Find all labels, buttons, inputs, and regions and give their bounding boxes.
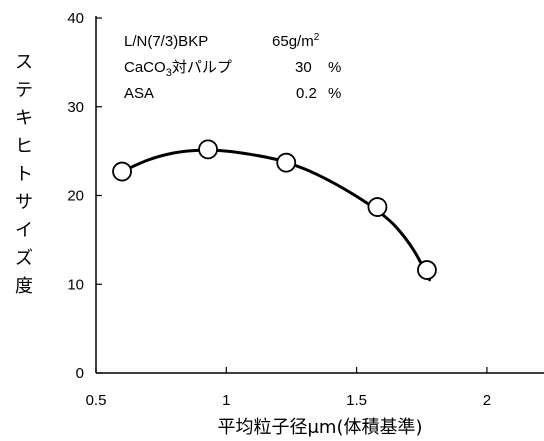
x-tick-label: 1 xyxy=(222,392,230,409)
y-tick-label: 20 xyxy=(67,188,84,205)
y-tick-label: 10 xyxy=(67,276,84,293)
y-axis-title-char: テ xyxy=(15,80,33,101)
y-ticks: 0 10 20 30 40 xyxy=(67,10,102,382)
legend-line-3: ASA 0.2 % xyxy=(124,85,341,102)
x-tick-label: 0.5 xyxy=(86,392,107,409)
y-axis-title-char: ズ xyxy=(15,248,33,269)
data-point xyxy=(417,260,437,280)
y-axis-title-char: キ xyxy=(15,108,33,129)
y-axis-title-char: ト xyxy=(15,164,33,185)
y-axis-title-char: 度 xyxy=(15,276,33,297)
legend-line-1: L/N(7/3)BKP 65g/m2 xyxy=(124,32,320,50)
legend: L/N(7/3)BKP 65g/m2 CaCO3対パルプ 30 % ASA 0.… xyxy=(124,32,341,102)
y-tick-label: 0 xyxy=(76,365,84,382)
data-point xyxy=(276,152,297,173)
y-axis-title-char: ヒ xyxy=(15,136,33,157)
y-axis-title-char: ス xyxy=(15,52,33,73)
data-point xyxy=(112,161,132,182)
y-axis-title-char: イ xyxy=(15,220,33,241)
legend-line-2: CaCO3対パルプ 30 % xyxy=(124,59,341,79)
y-tick-label: 30 xyxy=(67,99,84,116)
data-point xyxy=(367,197,388,217)
x-axis-title: 平均粒子径μm(体積基準) xyxy=(217,417,422,438)
fit-curve xyxy=(120,148,432,282)
x-ticks: 0.5 1 1.5 2 xyxy=(86,367,491,409)
y-tick-label: 40 xyxy=(67,10,84,27)
y-axis-title-char: サ xyxy=(15,192,33,213)
markers xyxy=(112,139,437,280)
data-point xyxy=(198,139,218,160)
x-tick-label: 1.5 xyxy=(346,392,367,409)
x-tick-label: 2 xyxy=(483,392,491,409)
